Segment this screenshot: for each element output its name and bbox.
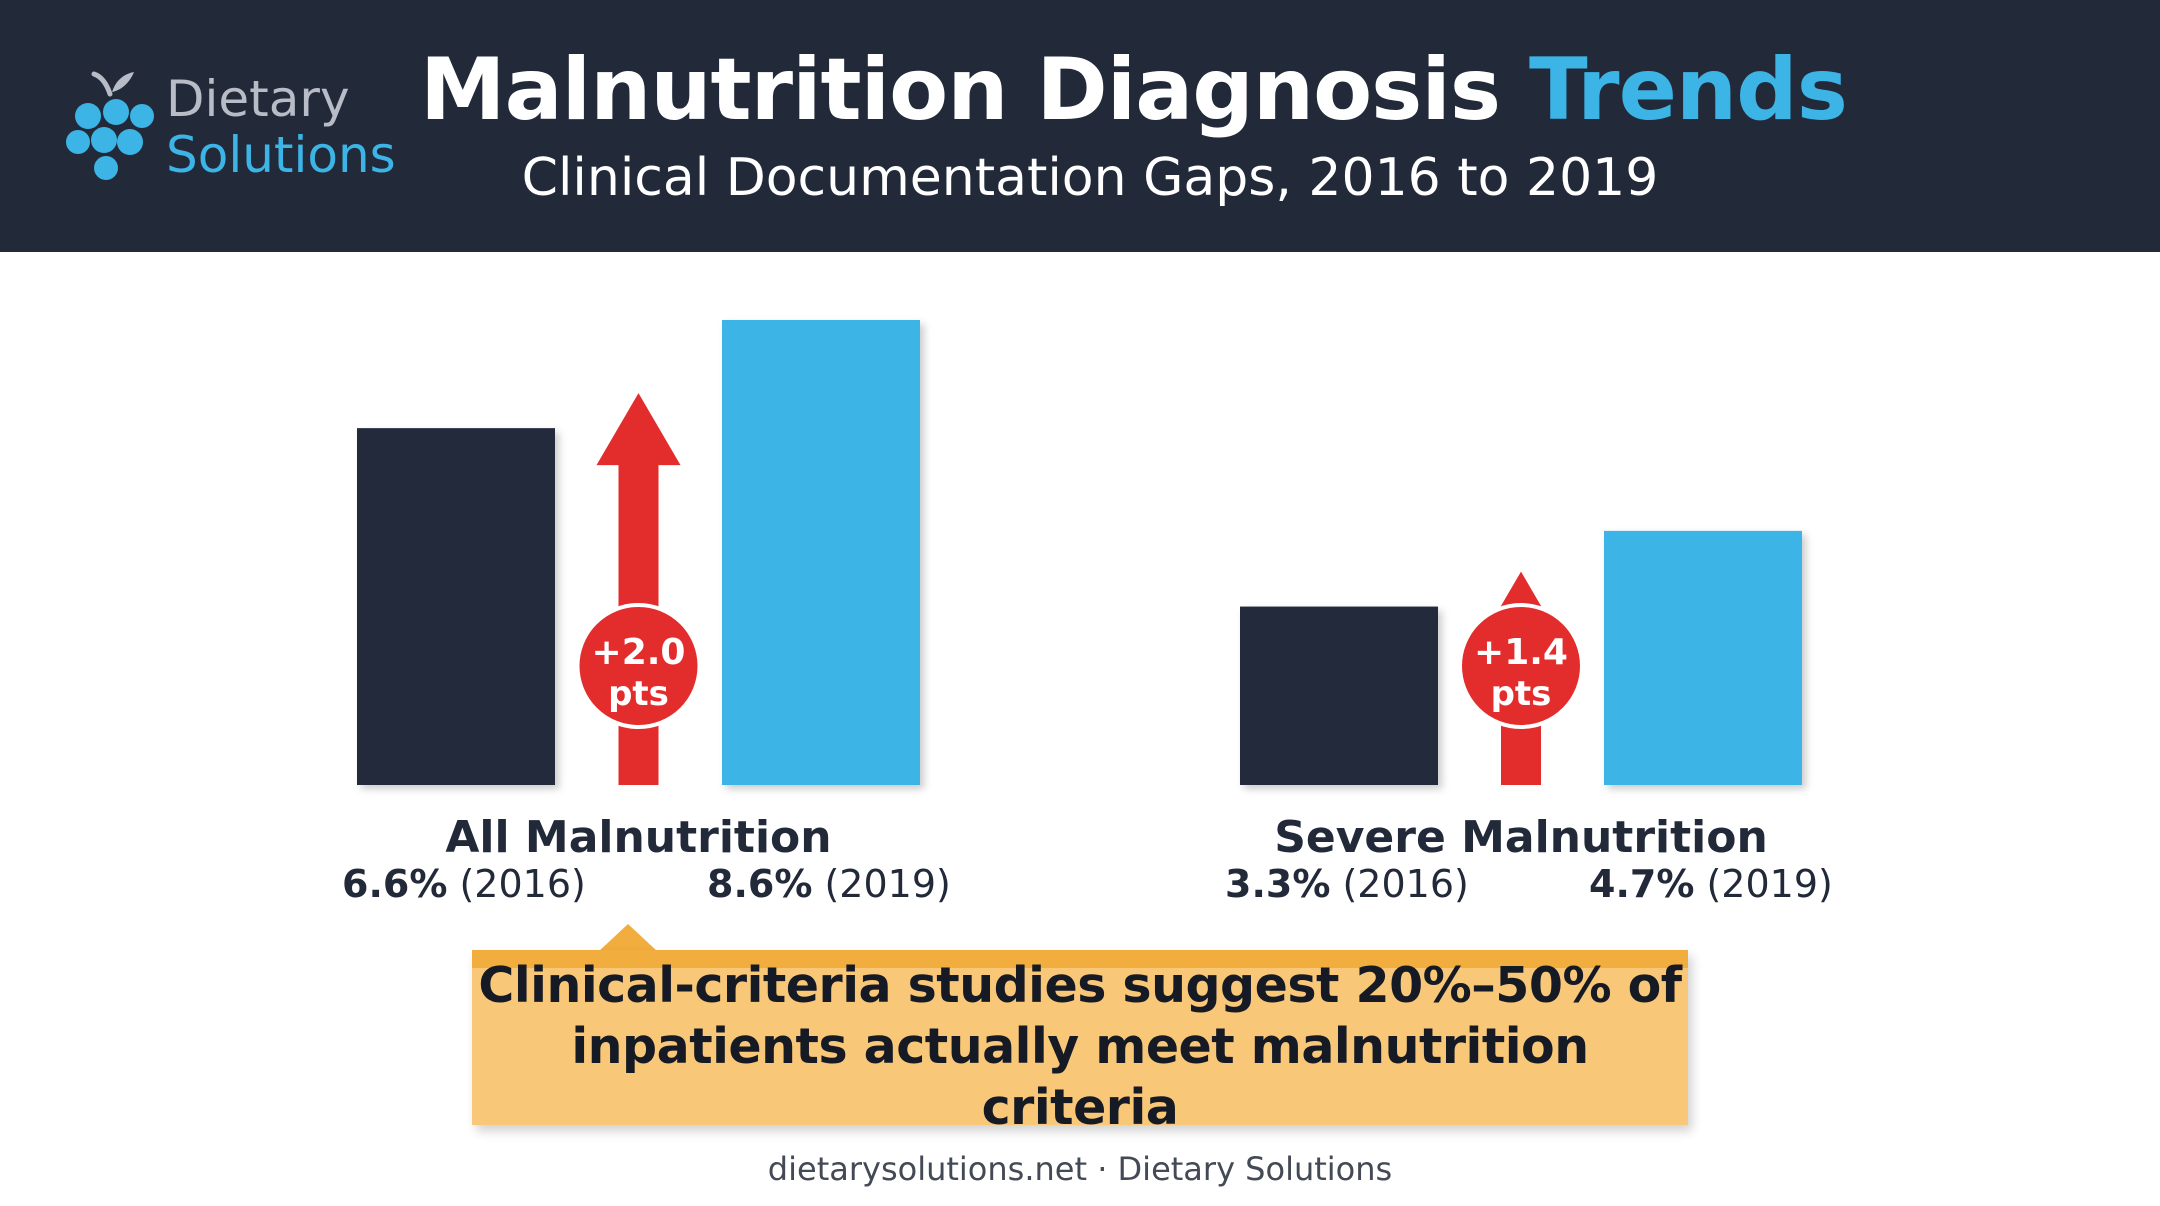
callout-line1: Clinical-criteria studies suggest 20%–50…: [478, 956, 1682, 1014]
footer-source: dietarysolutions.net · Dietary Solutions: [767, 1150, 1393, 1188]
callout-box: Clinical-criteria studies suggest 20%–50…: [472, 950, 1688, 1136]
category-label: All Malnutrition: [445, 812, 831, 863]
change-badge-all: [575, 603, 702, 729]
bar-all-2016: [357, 428, 555, 785]
value-label: 6.6% (2016): [342, 862, 586, 906]
callout-pointer: [598, 924, 658, 952]
title-main: Malnutrition Diagnosis: [420, 40, 1501, 140]
value-label: 3.3% (2016): [1225, 862, 1469, 906]
header-banner: Dietary Solutions Malnutrition Diagnosis…: [0, 0, 2160, 252]
value-label: 4.7% (2019): [1589, 862, 1833, 906]
change-arrow-all: [596, 393, 681, 785]
page-subtitle: Clinical Documentation Gaps, 2016 to 201…: [521, 148, 1659, 208]
title-accent: Trends: [1528, 40, 1848, 140]
bar-severe-2019: [1604, 530, 1802, 785]
page-title: Malnutrition Diagnosis Trends: [420, 40, 1848, 140]
change-unit: pts: [608, 674, 669, 714]
callout-line2: inpatients actually meet malnutrition cr…: [571, 1017, 1589, 1137]
category-label: Severe Malnutrition: [1274, 812, 1768, 863]
bar-all-2019: [722, 320, 920, 785]
change-value: +1.4: [1474, 632, 1568, 673]
grape-cluster-icon: [66, 71, 154, 180]
brand-name-line2: Solutions: [166, 126, 396, 184]
change-value: +2.0: [592, 632, 686, 673]
bar-severe-2016: [1240, 606, 1438, 785]
change-unit: pts: [1491, 674, 1552, 714]
change-badge-severe: [1458, 603, 1584, 729]
brand-logo: Dietary Solutions: [66, 66, 406, 186]
value-label: 8.6% (2019): [707, 862, 951, 906]
brand-name-line1: Dietary: [166, 70, 350, 128]
